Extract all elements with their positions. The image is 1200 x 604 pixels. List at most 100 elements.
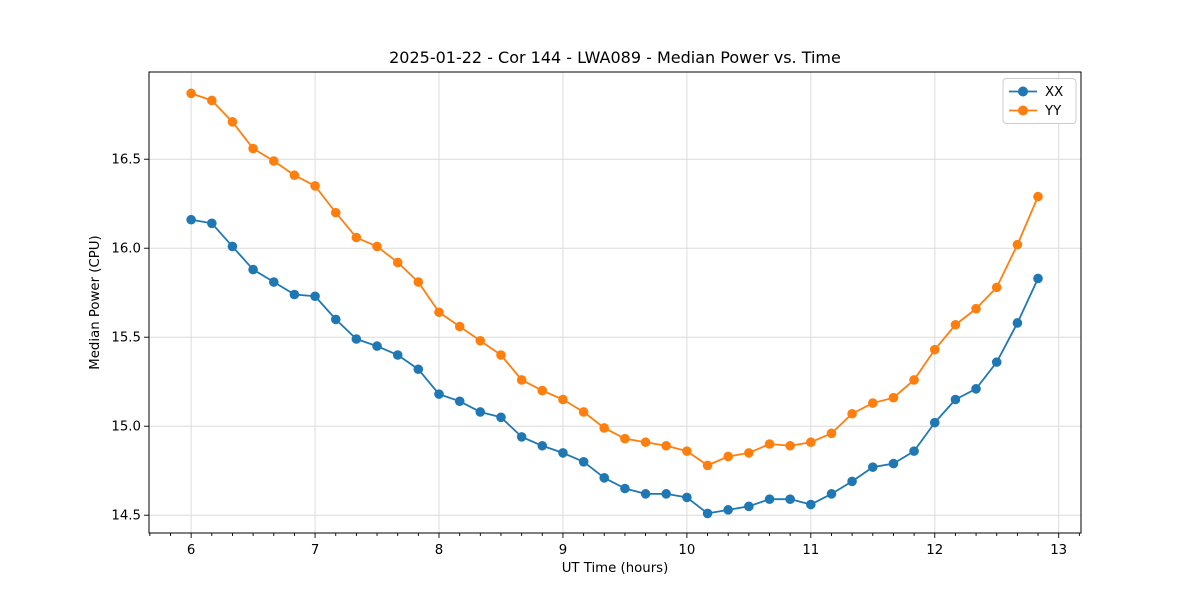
- data-point-marker: [1012, 318, 1023, 328]
- legend-label-xx: XX: [1045, 85, 1063, 100]
- data-point-marker: [516, 375, 527, 385]
- data-point-marker: [723, 451, 733, 462]
- x-tick-label: 7: [311, 543, 319, 558]
- data-point-marker: [310, 181, 320, 191]
- data-point-marker: [227, 241, 238, 252]
- data-point-marker: [578, 457, 589, 467]
- data-point-marker: [909, 375, 919, 385]
- data-point-marker: [764, 494, 775, 504]
- data-point-marker: [351, 232, 362, 243]
- axes: 6 7 8 9 10 11 12 13 14.5 15.0 15.5 16.0 16.5: [111, 71, 1082, 558]
- data-point-marker: [496, 412, 506, 423]
- data-point-marker: [186, 214, 196, 225]
- data-point-marker: [702, 460, 713, 471]
- data-point-marker: [207, 95, 217, 106]
- data-point-marker: [888, 458, 899, 469]
- y-tick-label: 14.5: [111, 509, 141, 524]
- data-point-marker: [991, 357, 1002, 367]
- data-point-marker: [806, 499, 816, 510]
- legend-frame: [1002, 78, 1077, 124]
- data-point-marker: [599, 473, 610, 483]
- data-point-marker: [909, 446, 919, 456]
- chart-title: 2025-01-22 - Cor 144 - LWA089 - Median P…: [389, 48, 841, 67]
- data-point-marker: [289, 289, 300, 300]
- data-point-marker: [1033, 273, 1043, 284]
- series-line: [190, 218, 1039, 515]
- data-point-marker: [682, 446, 692, 456]
- data-point-marker: [640, 437, 651, 448]
- data-point-marker: [929, 344, 940, 355]
- data-point-marker: [186, 88, 196, 99]
- data-point-marker: [558, 448, 568, 458]
- data-point-marker: [537, 385, 548, 396]
- x-tick-label: 11: [802, 543, 819, 558]
- data-point-marker: [475, 335, 486, 346]
- series-line: [190, 92, 1039, 467]
- data-point-marker: [454, 321, 465, 332]
- series-yy: [186, 88, 1043, 471]
- data-point-marker: [558, 394, 568, 405]
- plot-border: [148, 71, 1082, 534]
- data-point-marker: [454, 396, 465, 407]
- y-tick-label: 16.0: [111, 242, 141, 257]
- data-point-marker: [537, 440, 548, 451]
- legend-label-yy: YY: [1044, 104, 1062, 119]
- data-point-marker: [702, 508, 713, 519]
- data-point-marker: [599, 423, 610, 433]
- data-point-marker: [330, 314, 341, 325]
- data-series: [186, 88, 1043, 519]
- data-point-marker: [434, 389, 444, 399]
- data-point-marker: [847, 408, 857, 419]
- x-tick-label: 13: [1050, 543, 1067, 558]
- data-point-marker: [661, 489, 671, 499]
- data-point-marker: [826, 489, 837, 499]
- x-axis-label: UT Time (hours): [562, 561, 669, 576]
- data-point-marker: [867, 398, 878, 408]
- data-point-marker: [971, 303, 981, 314]
- data-point-marker: [269, 277, 279, 287]
- x-tick-label: 12: [926, 543, 943, 558]
- data-point-marker: [330, 207, 341, 218]
- x-tick-label: 6: [187, 543, 195, 558]
- data-point-marker: [496, 350, 506, 360]
- data-point-marker: [806, 437, 816, 448]
- data-point-marker: [950, 319, 961, 330]
- data-point-marker: [392, 350, 403, 360]
- data-point-marker: [661, 440, 671, 451]
- legend: XX YY: [1002, 78, 1077, 124]
- data-point-marker: [991, 282, 1002, 293]
- data-point-marker: [971, 384, 981, 394]
- data-point-marker: [620, 433, 630, 444]
- data-point-marker: [888, 392, 899, 403]
- data-point-marker: [227, 117, 238, 127]
- x-tick-label: 8: [435, 543, 443, 558]
- data-point-marker: [351, 334, 362, 344]
- gridlines: [149, 72, 1081, 533]
- data-point-marker: [269, 156, 279, 166]
- x-tick-label: 10: [678, 543, 695, 558]
- data-point-marker: [744, 501, 754, 512]
- data-point-marker: [826, 428, 837, 439]
- data-point-marker: [929, 417, 940, 428]
- data-point-marker: [785, 440, 795, 451]
- data-point-marker: [475, 407, 486, 417]
- data-point-marker: [289, 170, 300, 181]
- y-tick-label: 16.5: [111, 153, 141, 168]
- data-point-marker: [682, 492, 692, 503]
- x-tick-label: 9: [559, 543, 567, 558]
- data-point-marker: [372, 241, 382, 252]
- data-point-marker: [785, 494, 795, 504]
- data-point-marker: [764, 439, 775, 449]
- data-point-marker: [207, 218, 217, 229]
- data-point-marker: [578, 407, 589, 417]
- data-point-marker: [434, 307, 444, 318]
- data-point-marker: [372, 341, 382, 351]
- data-point-marker: [413, 364, 424, 375]
- legend-marker-xx: [1018, 86, 1028, 97]
- data-point-marker: [516, 432, 527, 442]
- data-point-marker: [847, 476, 857, 487]
- y-tick-label: 15.5: [111, 331, 141, 346]
- y-tick-label: 15.0: [111, 420, 141, 435]
